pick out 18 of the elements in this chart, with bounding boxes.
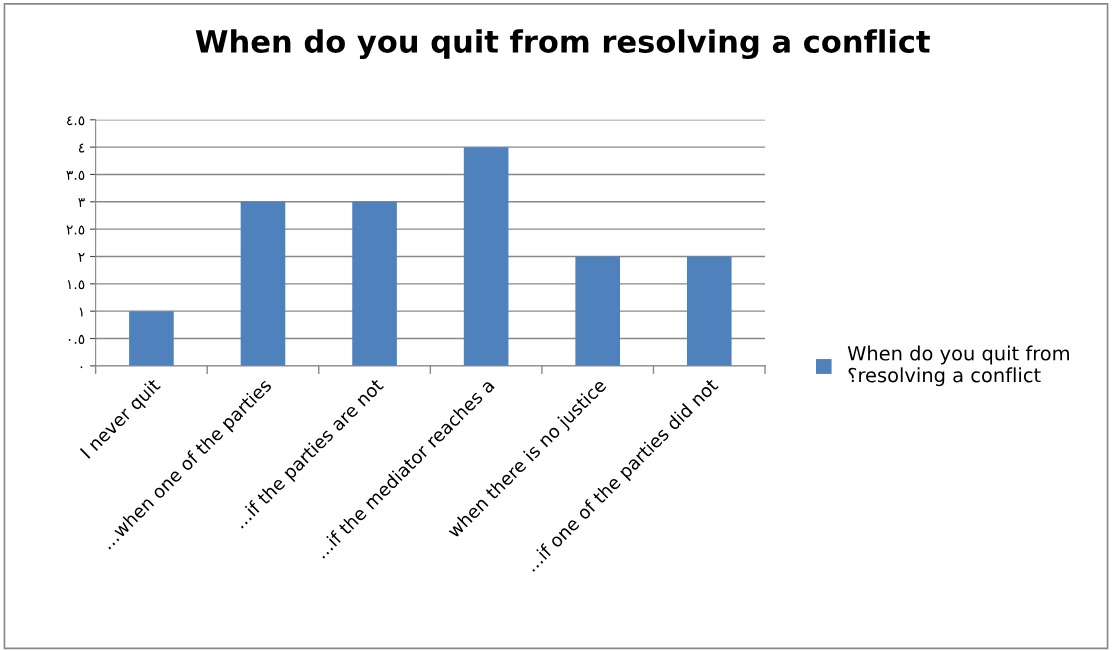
y-tick-label: ٢	[78, 252, 85, 262]
legend-label: When do you quit from ؟resolving a conflict	[847, 345, 1069, 387]
y-tick-label: ١	[79, 307, 83, 317]
y-tick-label: ٣	[78, 198, 85, 208]
chart-title: When do you quit from resolving a conflict	[195, 29, 930, 60]
bar	[352, 201, 397, 366]
bar	[463, 147, 509, 366]
y-tick-label: ٤	[78, 143, 85, 153]
bar	[129, 311, 174, 366]
y-tick-label: ١.٥	[67, 280, 85, 290]
bar	[686, 256, 732, 366]
bar	[575, 256, 621, 366]
y-tick-label: ٣.٥	[66, 170, 85, 180]
y-tick-label: ٠	[80, 366, 83, 369]
y-tick-label: ٠.٥	[68, 334, 85, 344]
y-tick-label: ٤.٥	[67, 116, 85, 126]
bar	[240, 201, 286, 366]
y-tick-label: ٢.٥	[66, 225, 85, 235]
